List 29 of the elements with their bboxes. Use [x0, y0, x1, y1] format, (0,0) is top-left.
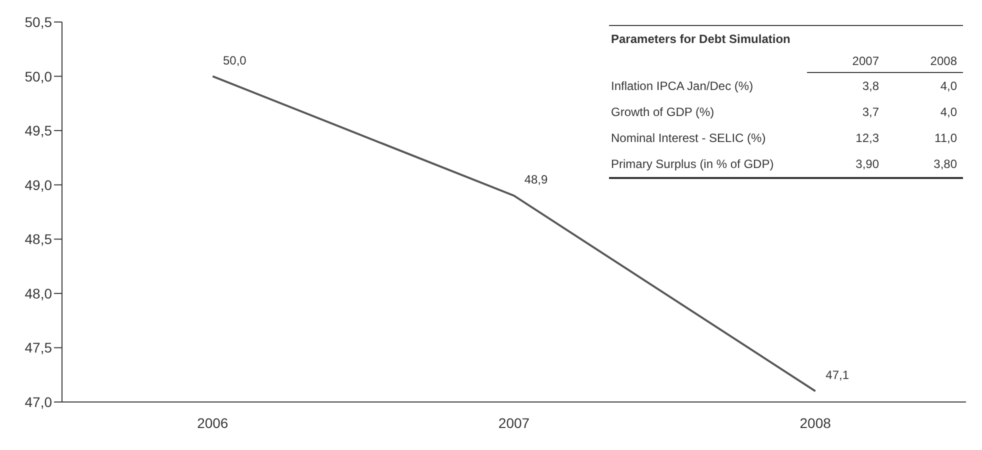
text: 4,0 [940, 104, 957, 118]
y-tick-label: 49,0 [24, 176, 52, 193]
x-tick-label: 2008 [800, 414, 832, 431]
y-tick-label: 47,5 [24, 340, 52, 356]
text: Parameters for Debt Simulation [610, 31, 792, 48]
data-label: 48,9 [524, 172, 548, 187]
category-label: 2007 [807, 50, 885, 72]
category-label: Nominal Interest - SELIC (%) [611, 130, 766, 144]
category-label: Primary Surplus (in % of GDP) [611, 156, 774, 170]
category-label: 2008 [885, 50, 963, 72]
text: 12,3 [856, 130, 879, 144]
category-label: Inflation IPCA Jan/Dec (%) [611, 78, 754, 92]
text: 4,0 [940, 78, 957, 93]
y-tick-label: 48,0 [24, 285, 52, 302]
x-tick-label: 2006 [197, 414, 228, 431]
x-tick-label: 2007 [498, 414, 530, 431]
y-tick-label: 50,0 [24, 68, 52, 84]
text: 3,7 [862, 104, 879, 118]
y-tick-label: 47,0 [24, 394, 52, 410]
data-label: 50,0 [222, 53, 247, 68]
y-tick-label: 48,5 [24, 231, 52, 248]
text: 3,8 [862, 78, 879, 93]
y-tick-label: 50,5 [24, 14, 52, 30]
y-tick-label: 49,5 [24, 122, 52, 139]
data-label: 47,1 [826, 368, 850, 382]
text: 11,0 [934, 130, 957, 144]
text: 3,90 [856, 156, 879, 170]
text: 3,80 [934, 156, 957, 170]
category-label: Growth of GDP (%) [611, 104, 714, 118]
